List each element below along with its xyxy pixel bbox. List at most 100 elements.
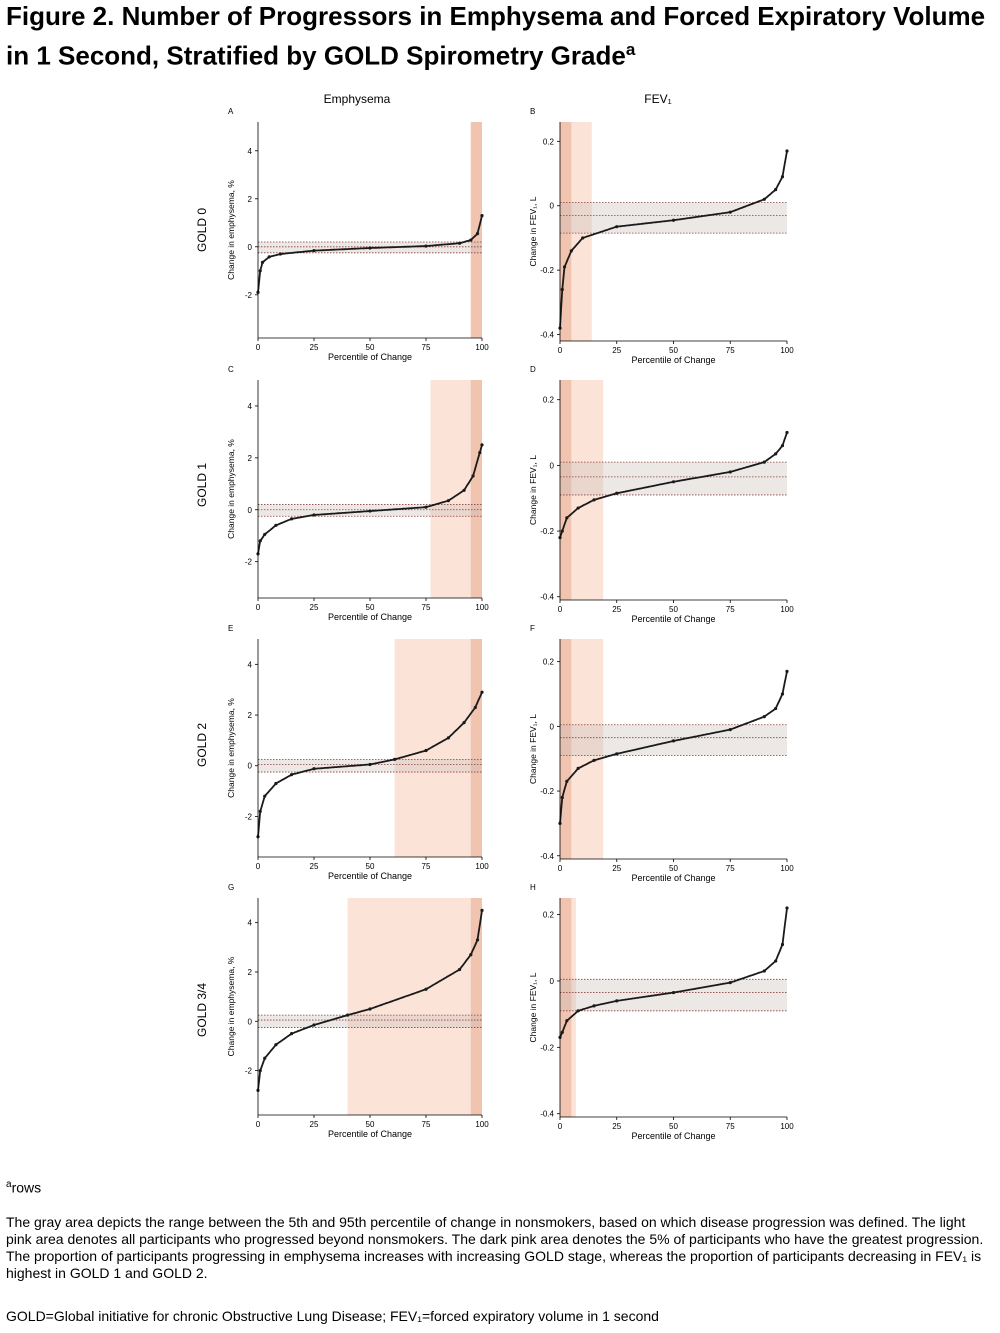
data-point [774, 959, 778, 963]
data-point [368, 1007, 372, 1011]
progression-region-light [347, 898, 482, 1115]
data-point [560, 795, 564, 800]
data-point [274, 781, 278, 786]
data-point [785, 149, 789, 153]
data-point [424, 505, 428, 509]
y-tick-label: 4 [248, 660, 253, 669]
x-tick-label: 75 [726, 1122, 735, 1131]
change-curve [257, 215, 483, 293]
data-point [480, 214, 484, 218]
y-tick-label: 4 [248, 919, 253, 928]
x-tick-label: 100 [475, 603, 489, 612]
panel-letter: G [228, 883, 234, 892]
y-axis-label: Change in emphysema, % [226, 956, 236, 1056]
data-point [475, 232, 480, 236]
y-axis-label: Change in emphysema, % [226, 698, 236, 798]
row-label-gold-2: GOLD 2 [195, 723, 209, 767]
data-point [728, 727, 732, 732]
x-tick-label: 25 [612, 864, 621, 873]
y-tick-label: 0 [550, 722, 555, 731]
data-point [762, 715, 766, 719]
data-point [615, 491, 619, 495]
x-tick-label: 100 [475, 1120, 489, 1129]
data-point [263, 1056, 267, 1060]
data-point [615, 752, 619, 756]
panel-letter: F [530, 624, 535, 633]
x-tick-label: 75 [422, 343, 431, 352]
data-point [576, 766, 580, 771]
y-axis-label: Change in emphysema, % [226, 439, 236, 539]
y-tick-label: 0.2 [543, 911, 555, 920]
x-tick-label: 25 [310, 862, 319, 871]
x-tick-label: 50 [366, 343, 375, 352]
column-header-emphysema: Emphysema [324, 92, 391, 106]
x-tick-label: 0 [256, 603, 261, 612]
data-point [560, 1030, 564, 1034]
data-point [263, 794, 267, 798]
y-tick-label: 0.2 [543, 137, 555, 146]
x-tick-label: 25 [310, 343, 319, 352]
panel-b: -0.4 -0.2 0 0.2 0 25 50 75 100 Percentile of Chan… [528, 107, 794, 365]
x-tick-label: 50 [366, 862, 375, 871]
x-axis-label: Percentile of Change [328, 612, 412, 622]
progression-region-dark [560, 898, 572, 1117]
data-point [576, 506, 580, 510]
data-point [346, 1013, 350, 1017]
y-tick-label: 0 [248, 762, 253, 771]
x-tick-label: 50 [669, 605, 678, 614]
figure-title-text: Figure 2. Number of Progressors in Emphy… [6, 1, 986, 71]
x-tick-label: 100 [780, 864, 794, 873]
progression-region-dark [560, 380, 572, 600]
data-point [480, 908, 484, 912]
data-point [671, 218, 676, 222]
data-point [780, 175, 785, 179]
x-tick-label: 0 [558, 1122, 563, 1131]
y-axis-label: Change in FEV₁, L [528, 455, 538, 525]
panel-letter: B [530, 107, 535, 116]
y-tick-label: 0 [248, 506, 253, 515]
panel-group: -2 0 2 4 0 25 50 75 100 Percentile of Change Chang… [226, 107, 794, 1141]
data-point [475, 938, 480, 942]
x-axis-label: Percentile of Change [328, 352, 412, 362]
x-tick-label: 75 [422, 862, 431, 871]
data-point [728, 981, 732, 985]
data-point [569, 249, 573, 253]
x-tick-label: 50 [366, 1120, 375, 1129]
progression-region-light [394, 639, 482, 857]
change-curve [559, 150, 788, 329]
progression-region-dark [470, 380, 482, 598]
y-tick-label: -2 [245, 1067, 253, 1076]
x-tick-label: 0 [558, 605, 563, 614]
figure-panels: Emphysema FEV₁ GOLD 0 GOLD 1 GOLD 2 GOLD… [195, 92, 794, 1141]
data-point [368, 246, 372, 250]
y-tick-label: -2 [245, 291, 253, 300]
data-point [458, 241, 462, 245]
x-tick-label: 75 [726, 864, 735, 873]
figure-title: Figure 2. Number of Progressors in Emphy… [6, 0, 996, 73]
x-tick-label: 100 [475, 343, 489, 352]
panel-f: -0.4 -0.2 0 0.2 0 25 50 75 100 Percentile of Chan… [528, 624, 794, 883]
data-point [565, 779, 569, 783]
data-point [278, 252, 282, 256]
x-tick-label: 0 [558, 346, 563, 355]
data-point [480, 690, 484, 694]
x-tick-label: 50 [669, 864, 678, 873]
row-label-gold-1: GOLD 1 [195, 463, 209, 507]
y-tick-label: -0.2 [540, 1043, 554, 1052]
x-tick-label: 50 [366, 603, 375, 612]
x-axis-label: Percentile of Change [631, 873, 715, 883]
data-point [671, 990, 676, 995]
y-tick-label: 0.2 [543, 658, 555, 667]
y-tick-label: 2 [248, 454, 253, 463]
data-point [446, 736, 450, 740]
abbreviations: GOLD=Global initiative for chronic Obstr… [6, 1308, 659, 1324]
data-point [312, 767, 316, 771]
y-axis-label: Change in FEV₁, L [528, 972, 538, 1042]
data-point [393, 757, 397, 762]
x-tick-label: 75 [726, 605, 735, 614]
data-point [780, 444, 785, 448]
y-tick-label: 0 [248, 243, 253, 252]
data-point [267, 255, 271, 259]
y-tick-label: -2 [245, 812, 253, 821]
data-point [615, 999, 619, 1003]
